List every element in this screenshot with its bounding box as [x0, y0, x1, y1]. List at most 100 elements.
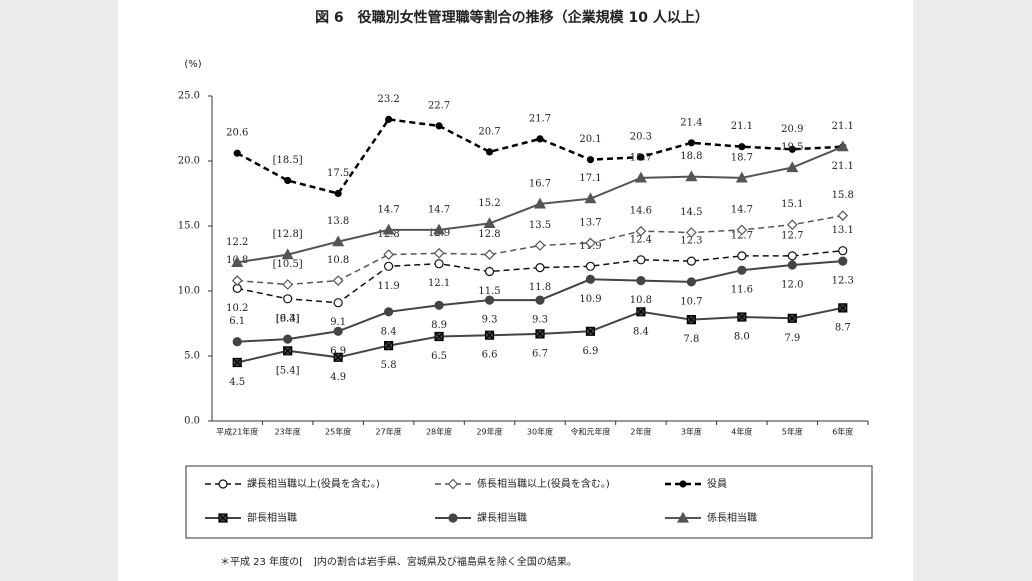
data-point: [333, 352, 343, 362]
data-point: [433, 223, 446, 235]
data-point: [636, 255, 646, 265]
data-point: [586, 156, 595, 164]
data-label: [12.8]: [273, 229, 303, 240]
legend-box: [185, 465, 873, 539]
data-label: 12.8: [478, 229, 500, 240]
data-point: [584, 192, 597, 204]
x-tick-label: 5年度: [782, 427, 803, 437]
data-point: [686, 315, 696, 325]
data-label: 6.7: [532, 348, 548, 359]
data-point: [433, 247, 445, 259]
legend-label: 課長相当職以上(役員を含む。): [247, 477, 380, 490]
x-tick-label: 2年度: [630, 427, 651, 437]
data-label: 10.7: [680, 296, 702, 307]
data-point: [282, 279, 294, 290]
data-point: [484, 295, 495, 305]
x-tick-label: 23年度: [275, 427, 301, 437]
data-label: 22.7: [428, 100, 450, 111]
data-point: [283, 294, 293, 304]
data-point: [332, 235, 345, 247]
data-point: [636, 307, 646, 317]
data-label: 18.7: [630, 152, 652, 163]
data-label: [9.4]: [276, 313, 300, 324]
data-point: [686, 277, 696, 287]
data-label: 18.7: [731, 152, 753, 163]
y-tick-label: 5.0: [184, 351, 200, 362]
data-label: 10.9: [579, 294, 601, 305]
data-point: [535, 329, 545, 339]
data-point: [687, 139, 695, 147]
x-tick-label: 25年度: [325, 427, 351, 437]
data-label: 20.9: [781, 124, 803, 135]
legend-label: 係長相当職以上(役員を含む。): [477, 477, 610, 490]
data-label: 6.6: [482, 350, 498, 361]
data-point: [434, 259, 444, 269]
data-label: 20.6: [226, 128, 248, 139]
data-point: [434, 331, 444, 342]
data-point: [637, 153, 645, 161]
data-label: 17.1: [579, 173, 601, 184]
data-point: [383, 249, 394, 260]
chart-title: 図 6 役職別女性管理職等割合の推移（企業規模 10 人以上）: [315, 9, 709, 26]
data-point: [787, 313, 797, 323]
data-point: [585, 261, 596, 271]
data-point: [838, 246, 848, 256]
data-point: [333, 326, 343, 336]
data-label: 21.7: [529, 113, 551, 124]
data-label: 21.1: [832, 121, 854, 132]
data-point: [382, 223, 395, 235]
data-point: [484, 249, 495, 260]
x-tick-label: 6年度: [832, 427, 853, 437]
data-label: 20.7: [478, 126, 500, 137]
data-point: [483, 217, 496, 228]
data-point: [284, 176, 292, 185]
x-tick-label: 28年度: [426, 427, 452, 437]
data-point: [384, 307, 394, 317]
data-point: [535, 263, 545, 273]
x-tick-label: 30年度: [527, 427, 553, 437]
data-point: [384, 341, 394, 351]
y-tick-label: 0.0: [184, 416, 200, 427]
data-label: 12.0: [781, 280, 803, 291]
data-label: 12.3: [832, 276, 854, 287]
data-point: [484, 266, 495, 277]
data-point: [635, 225, 647, 237]
data-label: 6.5: [431, 351, 447, 362]
data-point: [534, 240, 546, 251]
data-point: [634, 171, 647, 183]
data-point: [787, 251, 797, 261]
data-point: [384, 261, 394, 271]
data-label: 15.1: [781, 199, 803, 210]
legend-marker: [218, 479, 228, 489]
data-label: [10.5]: [273, 259, 303, 270]
data-label: 4.5: [229, 377, 245, 388]
data-point: [686, 227, 697, 238]
data-point: [535, 295, 545, 305]
x-tick-label: 平成21年度: [216, 427, 258, 437]
data-label: 21.4: [680, 117, 702, 128]
data-point: [536, 135, 544, 143]
x-tick-label: 27年度: [376, 427, 402, 437]
data-label: 4.9: [330, 372, 346, 383]
data-label: 9.3: [532, 315, 548, 326]
x-tick-label: 令和元年度: [570, 427, 610, 437]
data-point: [837, 210, 849, 221]
data-point: [283, 334, 293, 344]
x-tick-label: 3年度: [681, 427, 702, 437]
data-label: 11.6: [731, 285, 753, 296]
data-point: [736, 224, 748, 236]
data-label: 13.7: [579, 217, 601, 228]
data-label: 8.9: [431, 320, 447, 331]
data-label: 10.8: [327, 255, 349, 266]
data-point: [685, 170, 698, 182]
data-point: [636, 276, 646, 286]
data-label: 9.1: [330, 317, 346, 328]
data-label: 14.6: [630, 206, 652, 217]
data-label: 13.1: [832, 225, 854, 236]
data-label: 6.9: [583, 346, 599, 357]
data-label: 12.7: [731, 230, 753, 241]
data-label: [18.5]: [273, 155, 303, 166]
legend-label: 係長相当職: [707, 511, 757, 524]
data-point: [231, 256, 244, 267]
